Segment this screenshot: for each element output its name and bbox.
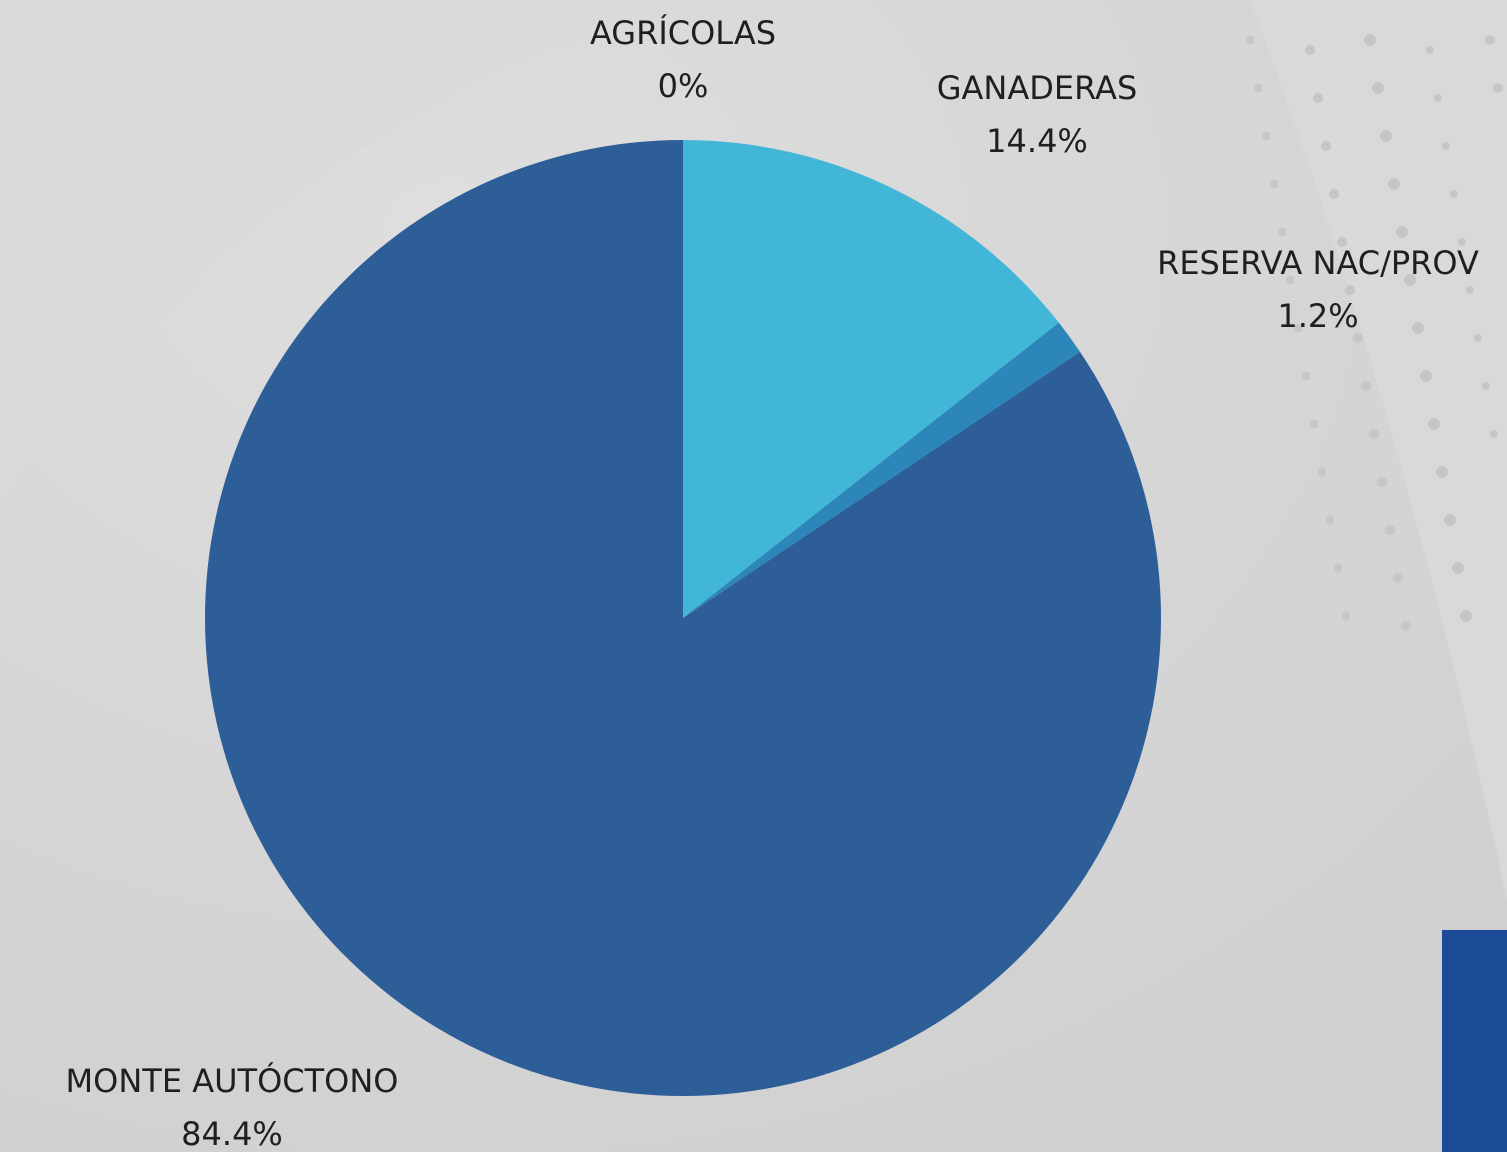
dot	[1364, 34, 1376, 46]
dot	[1436, 466, 1448, 478]
dot	[1450, 190, 1458, 198]
dot	[1404, 274, 1416, 286]
labels: AGRÍCOLAS 0% GANADERAS 14.4% RESERVA NAC/PRO…	[66, 14, 1479, 1152]
dot	[1490, 430, 1498, 438]
dot	[1334, 564, 1342, 572]
dot	[1474, 334, 1482, 342]
dot	[1246, 36, 1254, 44]
slice-value: 1.2%	[1277, 297, 1358, 335]
dot	[1372, 82, 1384, 94]
dot	[1460, 610, 1472, 622]
dot-pattern	[1246, 34, 1503, 631]
dot	[1313, 93, 1323, 103]
dot	[1254, 84, 1262, 92]
dot	[1458, 238, 1466, 246]
dot	[1326, 516, 1334, 524]
pie-slice	[683, 322, 1081, 618]
dot	[1412, 322, 1424, 334]
dot	[1278, 228, 1286, 236]
dot	[1294, 324, 1302, 332]
dot	[1353, 333, 1363, 343]
background-shape	[1250, 0, 1507, 900]
dot	[1434, 94, 1442, 102]
dot	[1426, 46, 1434, 54]
dot	[1321, 141, 1331, 151]
dot	[1380, 130, 1392, 142]
slice-value: 14.4%	[986, 122, 1088, 160]
dot	[1337, 237, 1347, 247]
dot	[1361, 381, 1371, 391]
dot	[1420, 370, 1432, 382]
dot	[1401, 621, 1411, 631]
dot	[1393, 573, 1403, 583]
pie	[204, 139, 1161, 1096]
dot	[1262, 132, 1270, 140]
dot	[1388, 178, 1400, 190]
dot	[1466, 286, 1474, 294]
dot	[1385, 525, 1395, 535]
slice-label: MONTE AUTÓCTONO	[66, 1061, 399, 1100]
dot	[1452, 562, 1464, 574]
dot	[1302, 372, 1310, 380]
pie-slice	[204, 139, 1161, 1096]
dot	[1305, 45, 1315, 55]
dot	[1318, 468, 1326, 476]
corner-block	[1442, 930, 1507, 1152]
dot	[1485, 35, 1495, 45]
dot	[1442, 142, 1450, 150]
dot	[1493, 83, 1503, 93]
slice-label: GANADERAS	[937, 69, 1138, 107]
slice-label: RESERVA NAC/PROV	[1157, 244, 1479, 282]
dot	[1342, 612, 1350, 620]
background-shape	[0, 0, 700, 500]
dot	[1310, 420, 1318, 428]
dot	[1345, 285, 1355, 295]
dot	[1428, 418, 1440, 430]
slice-value: 0%	[658, 67, 709, 105]
dot	[1482, 382, 1490, 390]
dot	[1286, 276, 1294, 284]
slice-value: 84.4%	[181, 1115, 283, 1152]
dot	[1377, 477, 1387, 487]
dot	[1444, 514, 1456, 526]
dot	[1369, 429, 1379, 439]
dot	[1329, 189, 1339, 199]
dot	[1270, 180, 1278, 188]
dot	[1396, 226, 1408, 238]
pie-slice	[683, 140, 1059, 618]
slice-label: AGRÍCOLAS	[590, 14, 776, 52]
